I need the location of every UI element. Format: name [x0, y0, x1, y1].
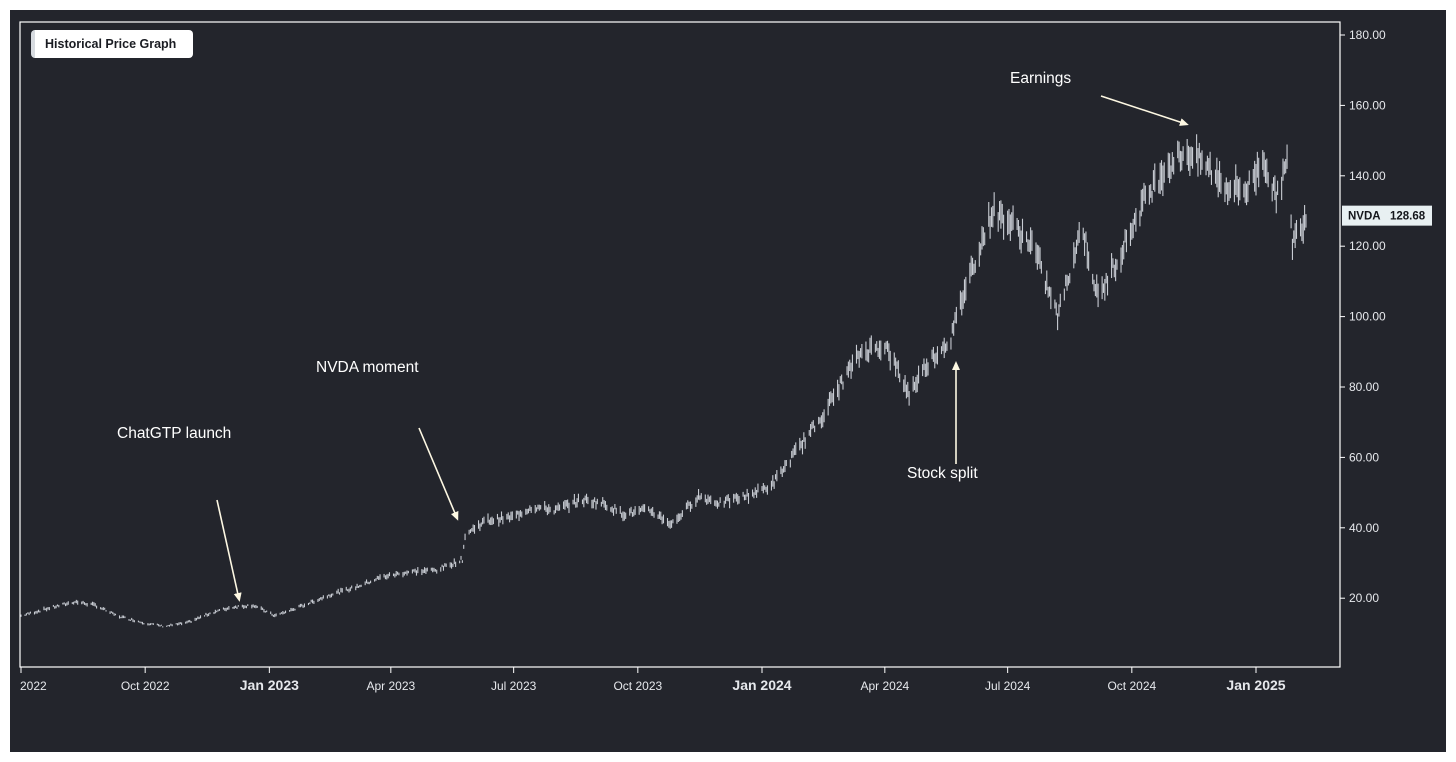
- annotation-arrow: [418, 427, 459, 521]
- x-axis: 2022 Oct 2022 Jan 2023 Apr 2023 Jul 2023 Oct …: [20, 667, 1286, 693]
- plot-area-border: [19, 21, 1341, 668]
- y-tick-label: 20.00: [1349, 591, 1379, 605]
- price-series: [20, 134, 1307, 628]
- annotation-label: Stock split: [907, 465, 978, 482]
- x-tick-label: Oct 2023: [613, 679, 662, 693]
- x-tick-label: Oct 2024: [1107, 679, 1156, 693]
- price-chart: 20.00 40.00 60.00 80.00 100.00 120.00 140.00 16…: [19, 21, 1432, 693]
- y-tick-label: 120.00: [1349, 239, 1386, 253]
- current-price-badge[interactable]: NVDA 128.68: [1342, 205, 1432, 226]
- y-axis: 20.00 40.00 60.00 80.00 100.00 120.00 140.00 16…: [1340, 28, 1386, 605]
- annotation-label: ChatGTP launch: [117, 425, 231, 442]
- annotation-label: Earnings: [1010, 70, 1071, 87]
- chart-title-badge[interactable]: Historical Price Graph: [31, 30, 193, 58]
- x-tick-label: Jan 2023: [240, 677, 299, 693]
- annotation-arrow: [1100, 95, 1189, 126]
- x-tick-label: Oct 2022: [121, 679, 170, 693]
- x-tick-label: Jan 2025: [1226, 677, 1285, 693]
- y-tick-label: 80.00: [1349, 380, 1379, 394]
- price-badge-ticker: NVDA: [1348, 211, 1381, 223]
- x-tick-label: 2022: [20, 679, 47, 693]
- chart-frame: 20.00 40.00 60.00 80.00 100.00 120.00 140.00 16…: [10, 10, 1446, 752]
- y-tick-label: 100.00: [1349, 310, 1386, 324]
- annotations: ChatGTP launch NVDA moment Stock split Earn…: [117, 70, 1189, 602]
- annotation-label: NVDA moment: [316, 359, 419, 376]
- y-tick-label: 40.00: [1349, 521, 1379, 535]
- x-tick-label: Jul 2023: [491, 679, 537, 693]
- y-tick-label: 60.00: [1349, 450, 1379, 464]
- y-tick-label: 160.00: [1349, 98, 1386, 112]
- y-tick-label: 140.00: [1349, 169, 1386, 183]
- x-tick-label: Jul 2024: [985, 679, 1031, 693]
- x-tick-label: Jan 2024: [732, 677, 791, 693]
- price-badge-value: 128.68: [1390, 211, 1426, 223]
- x-tick-label: Apr 2024: [860, 679, 909, 693]
- annotation-arrow: [216, 499, 242, 602]
- y-tick-label: 180.00: [1349, 28, 1386, 42]
- x-tick-label: Apr 2023: [366, 679, 415, 693]
